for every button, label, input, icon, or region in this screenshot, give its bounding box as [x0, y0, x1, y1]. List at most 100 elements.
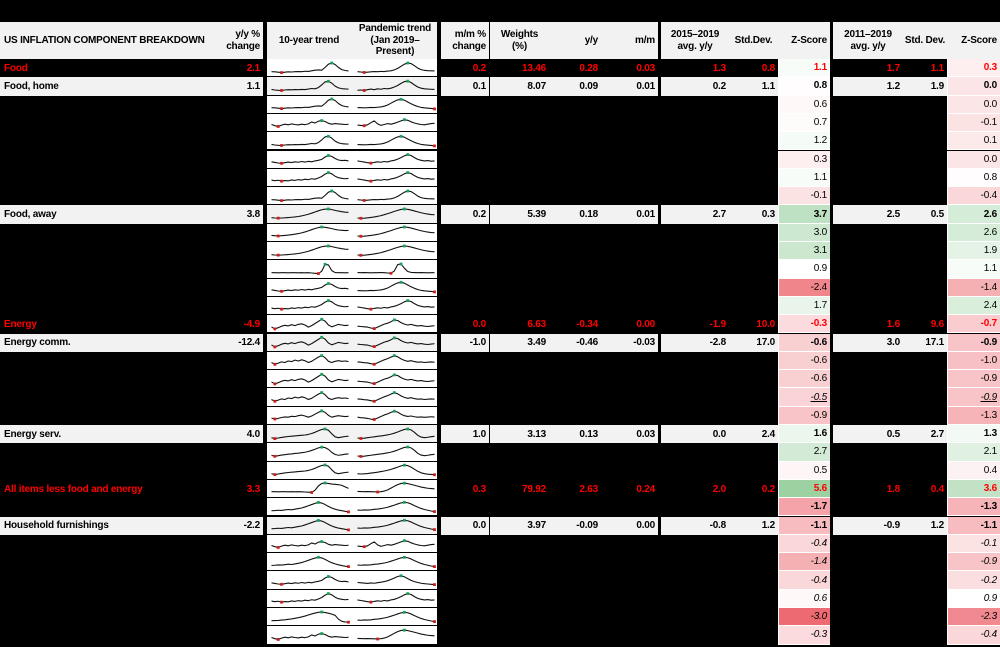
sparkline-10yr	[271, 244, 349, 257]
sparkline-cell	[267, 626, 437, 645]
zscore-2015-2019-cell: -1.4	[778, 553, 830, 572]
stddev-2011-2019-value: 0.5	[903, 205, 947, 224]
table-row: -1.7 -1.3	[0, 498, 1000, 517]
spark-max-marker	[406, 189, 410, 192]
header-zscore-2015-2019: Z-Score	[791, 34, 827, 46]
sparkline-cell	[267, 113, 437, 133]
sparkline-cell	[267, 132, 437, 151]
zscore-2015-2019-cell: 0.7	[778, 113, 830, 133]
spark-max-marker	[323, 262, 327, 266]
spark-min-marker	[310, 491, 314, 495]
spark-min-marker	[280, 582, 283, 586]
table-row: 3.0 2.6	[0, 223, 1000, 242]
avg-2011-2019-value: 1.7	[886, 62, 901, 74]
spark-max-marker	[402, 244, 406, 247]
table-row: 1.7 2.4	[0, 296, 1000, 316]
sparkline-cell	[267, 351, 437, 371]
spark-min-marker	[433, 144, 436, 147]
spark-min-marker	[280, 88, 283, 92]
yoy-change-value: 2.1	[246, 62, 261, 74]
spark-max-marker	[330, 189, 334, 192]
zscore-2011-2019-cell: 0.0	[947, 95, 1000, 114]
row-label: Food, away	[0, 205, 209, 224]
sparkline-pandemic	[357, 539, 435, 549]
spark-min-marker	[280, 70, 283, 74]
table-row: -0.1 -0.4	[0, 187, 1000, 206]
zscore-2015-2019-cell: -0.5	[778, 388, 830, 407]
sparkline-pandemic	[357, 409, 435, 422]
spark-min-marker	[273, 436, 277, 440]
stddev-2015-2019-value: 1.1	[729, 77, 778, 96]
zscore-2011-2019-cell: -0.1	[947, 113, 1000, 133]
sparkline-pandemic	[357, 354, 435, 366]
header-block-component: US INFLATION COMPONENT BREAKDOWN y/y % c…	[0, 22, 263, 59]
spark-max-marker	[327, 154, 330, 157]
sparkline-10yr	[271, 409, 349, 421]
yy-contrib-value: 0.28	[579, 62, 598, 74]
mm-change-value: 0.3	[472, 483, 487, 495]
sparkline-cell	[267, 571, 437, 590]
spark-min-marker	[276, 125, 280, 129]
header-stddev-2015-2019: Std.Dev.	[734, 34, 773, 46]
zscore-2011-2019-cell: 0.4	[947, 461, 1000, 480]
spark-min-marker	[276, 234, 280, 238]
sparkline-10yr	[271, 372, 349, 385]
spark-min-marker	[433, 473, 436, 477]
weight-value: 79.92	[521, 483, 546, 495]
yoy-change-value: -4.9	[243, 318, 261, 330]
yoy-change-value: 3.8	[209, 205, 263, 224]
row-label: Energy comm.	[0, 333, 209, 352]
spark-min-marker	[280, 107, 283, 111]
spark-max-marker	[402, 118, 406, 122]
table-row: 0.9 1.1	[0, 260, 1000, 279]
spark-max-marker	[330, 61, 334, 64]
zscore-2011-2019-cell: -0.9	[947, 333, 1000, 352]
header-weights: Weights (%)	[500, 29, 539, 52]
table-row: -0.6 -1.0	[0, 351, 1000, 371]
spark-max-marker	[402, 539, 406, 543]
table-row: -3.0 -2.3	[0, 608, 1000, 627]
spark-max-marker	[320, 354, 324, 358]
sparkline-cell	[267, 205, 437, 224]
spark-max-marker	[327, 244, 330, 247]
spark-max-marker	[330, 97, 334, 101]
zscore-2011-2019-cell: 0.1	[947, 132, 1000, 151]
spark-min-marker	[359, 216, 363, 220]
spark-min-marker	[347, 564, 350, 568]
zscore-2015-2019-cell: -0.9	[778, 406, 830, 425]
sparkline-10yr	[271, 574, 349, 586]
spark-min-marker	[280, 198, 283, 202]
spark-min-marker	[362, 88, 366, 92]
stddev-2011-2019-value: 17.1	[903, 333, 947, 352]
spark-min-marker	[369, 161, 373, 165]
spark-max-marker	[406, 153, 410, 156]
spark-min-marker	[433, 583, 436, 586]
mm-change-value: 1.0	[441, 425, 489, 444]
avg-2011-2019-value: -0.9	[833, 516, 903, 535]
sparkline-pandemic	[357, 336, 435, 348]
spark-max-marker	[399, 574, 403, 578]
spark-min-marker	[369, 600, 373, 604]
spark-max-marker	[392, 318, 396, 321]
spark-max-marker	[327, 171, 330, 175]
zscore-2015-2019-cell: -0.4	[778, 534, 830, 554]
table-row: 1.2 0.1	[0, 132, 1000, 151]
yoy-change-value: 1.1	[209, 77, 263, 96]
spark-min-marker	[362, 124, 366, 128]
sparkline-cell	[267, 333, 437, 352]
spark-max-marker	[392, 336, 396, 340]
stddev-2015-2019-value: 0.3	[729, 205, 778, 224]
spark-max-marker	[406, 171, 410, 175]
sparkline-10yr	[271, 610, 350, 624]
zscore-2011-2019-cell: 3.6	[947, 479, 1000, 499]
spark-max-marker	[327, 574, 330, 578]
sparkline-10yr	[271, 463, 349, 477]
table-row-energy: Energy -4.9 0.0 6.63 -0.34 0.00 -1.9 10.0 1.6 9.6…	[0, 315, 1000, 334]
stddev-2015-2019-value: 0.8	[761, 62, 776, 74]
zscore-2015-2019-cell: -0.6	[778, 370, 830, 389]
table-row-household-furnishings: Household furnishings -2.2 0.0 3.97 -0.09 0.0…	[0, 516, 1000, 535]
zscore-2011-2019-cell: 2.1	[947, 443, 1000, 462]
sparkline-cell	[267, 516, 437, 535]
avg-2015-2019-value: 2.7	[661, 205, 729, 224]
